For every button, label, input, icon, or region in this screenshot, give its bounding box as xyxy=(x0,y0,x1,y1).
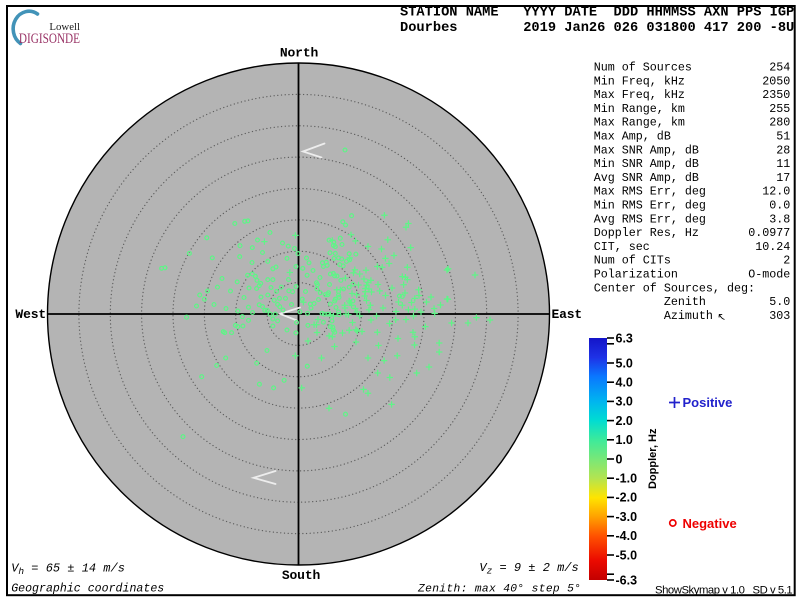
svg-text:3.0: 3.0 xyxy=(616,395,633,409)
svg-text:South: South xyxy=(282,568,321,583)
svg-text:0: 0 xyxy=(616,452,623,466)
svg-text:2350: 2350 xyxy=(762,88,790,102)
svg-text:Dourbes 2019 Jan26 026: Dourbes 2019 Jan26 026 031800 417 200 -8… xyxy=(400,21,794,36)
svg-text:Max RMS Err, deg: Max RMS Err, deg xyxy=(594,185,706,199)
svg-text:0.0977: 0.0977 xyxy=(748,226,790,240)
svg-text:O-mode: O-mode xyxy=(748,268,790,282)
svg-text:28: 28 xyxy=(776,143,790,157)
svg-text:Zenith: Zenith xyxy=(594,295,706,309)
svg-text:-5.0: -5.0 xyxy=(616,548,638,562)
svg-text:2050: 2050 xyxy=(762,74,790,88)
svg-text:5.0: 5.0 xyxy=(769,295,790,309)
svg-text:255: 255 xyxy=(769,102,790,116)
svg-text:1.0: 1.0 xyxy=(616,433,633,447)
svg-text:5.0: 5.0 xyxy=(616,356,633,370)
svg-text:-1.0: -1.0 xyxy=(616,472,638,486)
svg-text:Min Freq, kHz: Min Freq, kHz xyxy=(594,74,685,88)
svg-text:0.0: 0.0 xyxy=(769,199,790,213)
svg-text:Vz = 9 ± 2 m/s: Vz = 9 ± 2 m/s xyxy=(479,561,578,577)
svg-text:STATION NAME YYYY DATE DDD: STATION NAME YYYY DATE DDD HHMMSS AXN PP… xyxy=(400,5,794,20)
svg-text:Azimuth: Azimuth xyxy=(594,309,713,323)
svg-text:Min RMS Err, deg: Min RMS Err, deg xyxy=(594,199,706,213)
svg-text:-2.0: -2.0 xyxy=(616,491,638,505)
svg-text:Avg RMS Err, deg: Avg RMS Err, deg xyxy=(594,212,706,226)
svg-text:12.0: 12.0 xyxy=(762,185,790,199)
svg-text:303: 303 xyxy=(769,309,790,323)
svg-text:Min Range, km: Min Range, km xyxy=(594,102,685,116)
svg-text:Vh = 65 ± 14 m/s: Vh = 65 ± 14 m/s xyxy=(11,562,125,578)
svg-text:East: East xyxy=(552,307,583,322)
svg-text:17: 17 xyxy=(776,171,790,185)
svg-text:Negative: Negative xyxy=(683,516,737,531)
svg-text:3.8: 3.8 xyxy=(769,212,790,226)
svg-text:North: North xyxy=(280,46,319,61)
svg-text:Polarization: Polarization xyxy=(594,268,678,282)
svg-text:6.3: 6.3 xyxy=(616,331,633,345)
svg-text:10.24: 10.24 xyxy=(755,240,790,254)
svg-text:280: 280 xyxy=(769,116,790,130)
svg-text:ShowSkymap v 1.0 SD v 5.1: ShowSkymap v 1.0 SD v 5.1 xyxy=(655,585,793,597)
svg-text:4.0: 4.0 xyxy=(616,376,633,390)
svg-text:2: 2 xyxy=(783,254,790,268)
svg-text:-3.0: -3.0 xyxy=(616,510,638,524)
svg-text:Min SNR Amp, dB: Min SNR Amp, dB xyxy=(594,157,699,171)
svg-text:Doppler, Hz: Doppler, Hz xyxy=(647,428,659,489)
svg-text:Positive: Positive xyxy=(683,395,733,410)
svg-text:Doppler Res, Hz: Doppler Res, Hz xyxy=(594,226,699,240)
svg-text:-6.3: -6.3 xyxy=(616,573,638,587)
svg-text:Num of Sources: Num of Sources xyxy=(594,61,692,75)
svg-text:Lowell: Lowell xyxy=(49,21,80,33)
svg-text:51: 51 xyxy=(776,130,790,144)
svg-text:2.0: 2.0 xyxy=(616,414,633,428)
svg-text:Center of Sources, deg:: Center of Sources, deg: xyxy=(594,281,755,295)
svg-text:Geographic coordinates: Geographic coordinates xyxy=(11,583,164,596)
svg-text:Avg SNR Amp, dB: Avg SNR Amp, dB xyxy=(594,171,699,185)
svg-text:Max Freq, kHz: Max Freq, kHz xyxy=(594,88,685,102)
svg-text:Num of CITs: Num of CITs xyxy=(594,254,671,268)
svg-text:Max Amp, dB: Max Amp, dB xyxy=(594,130,671,144)
svg-text:DIGISONDE: DIGISONDE xyxy=(19,30,80,47)
svg-text:Max SNR Amp, dB: Max SNR Amp, dB xyxy=(594,143,699,157)
svg-text:-4.0: -4.0 xyxy=(616,529,638,543)
svg-text:11: 11 xyxy=(776,157,790,171)
svg-text:West: West xyxy=(15,307,46,322)
svg-text:Zenith: max 40° step 5°: Zenith: max 40° step 5° xyxy=(417,584,581,596)
svg-text:CIT, sec: CIT, sec xyxy=(594,240,650,254)
svg-text:Max Range, km: Max Range, km xyxy=(594,116,685,130)
svg-text:254: 254 xyxy=(769,61,790,75)
